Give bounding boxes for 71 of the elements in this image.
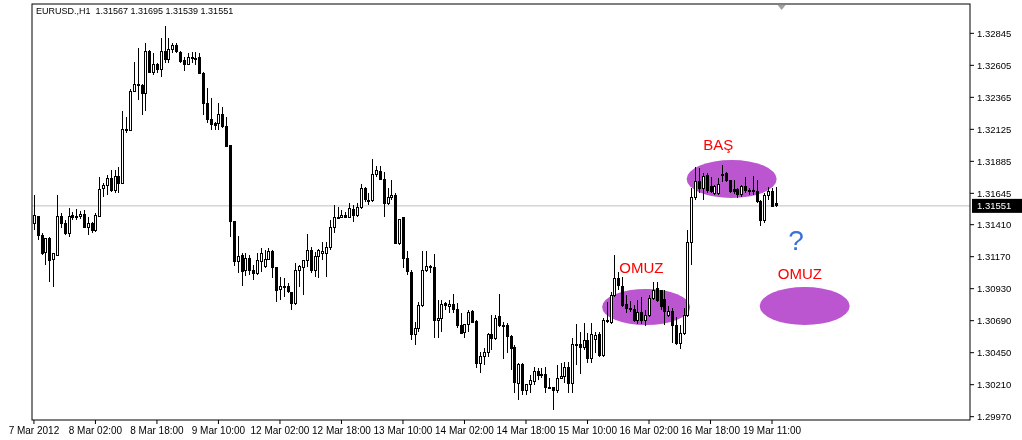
candlestick	[716, 177, 721, 196]
y-tick-label: 1.30450	[977, 346, 1012, 358]
candlestick	[47, 236, 52, 283]
y-tick-label: 1.31885	[977, 155, 1012, 167]
x-tick-label: 7 Mar 2012	[8, 425, 60, 436]
x-tick-label: 14 Mar 02:00	[435, 425, 495, 436]
candlestick	[105, 174, 110, 196]
x-tick-label: 14 Mar 18:00	[496, 425, 556, 436]
y-tick-label: 1.31410	[977, 218, 1012, 230]
candlestick	[347, 202, 352, 219]
candlestick	[536, 367, 541, 381]
candlestick	[370, 158, 375, 203]
candlestick	[351, 204, 356, 223]
y-tick-label: 1.31645	[977, 187, 1012, 199]
x-tick-label: 9 Mar 10:00	[191, 425, 246, 436]
candlestick	[259, 247, 264, 273]
candlestick	[709, 176, 714, 194]
y-tick-label: 1.29970	[977, 410, 1012, 422]
candlestick	[190, 51, 195, 64]
ref-line-label: 1.31551	[977, 200, 1012, 212]
x-tick-label: 15 Mar 10:00	[558, 425, 618, 436]
candlestick	[743, 176, 748, 194]
candlestick	[143, 42, 148, 112]
candlestick	[720, 164, 725, 183]
candlestick	[67, 207, 72, 238]
candlestick	[543, 366, 548, 394]
annotation: BAŞ	[703, 136, 734, 154]
candlestick	[770, 187, 775, 208]
x-tick-label: 16 Mar 02:00	[619, 425, 679, 436]
candlestick	[732, 179, 737, 195]
x-tick-label: 12 Mar 02:00	[250, 425, 310, 436]
candlestick	[293, 262, 298, 306]
candlestick	[282, 277, 287, 298]
candlestick	[589, 322, 594, 364]
y-tick-label: 1.31170	[977, 250, 1011, 262]
candlestick	[113, 169, 118, 194]
candlestick	[632, 304, 637, 323]
y-tick-label: 1.30690	[977, 314, 1012, 326]
candlestick	[74, 208, 79, 221]
x-tick-label: 12 Mar 18:00	[311, 425, 372, 436]
candlestick	[109, 169, 114, 193]
x-tick-label: 16 Mar 18:00	[681, 425, 741, 436]
candlestick	[255, 252, 260, 276]
candlestick	[339, 209, 344, 219]
x-tick-label: 8 Mar 02:00	[68, 425, 123, 436]
candlestick	[432, 253, 437, 339]
candlestick	[216, 102, 221, 131]
candlestick	[635, 299, 640, 325]
candlestick	[247, 254, 252, 276]
annotation: ?	[788, 224, 804, 256]
x-tick-label: 13 Mar 10:00	[373, 425, 433, 436]
candlestick	[662, 289, 667, 326]
candlestick	[639, 296, 644, 325]
annotation: OMUZ	[619, 259, 664, 277]
y-tick-label: 1.30930	[977, 282, 1012, 294]
annotation: OMUZ	[777, 265, 822, 283]
chart-title: EURUSD.,H1 1.31567 1.31695 1.31539 1.31551	[36, 6, 234, 16]
candlestick	[263, 249, 268, 269]
y-tick-label: 1.32845	[977, 27, 1012, 39]
y-tick-label: 1.32605	[977, 59, 1012, 71]
candlestick	[670, 307, 675, 344]
candlestick	[701, 172, 706, 201]
y-tick-label: 1.32365	[977, 91, 1012, 103]
candlestick	[151, 52, 156, 76]
y-tick-label: 1.32125	[977, 123, 1012, 135]
y-tick-label: 1.30210	[977, 378, 1012, 390]
x-tick-label: 19 Mar 11:00	[742, 425, 802, 436]
candlestick	[313, 251, 318, 278]
x-tick-label: 8 Mar 18:00	[130, 425, 185, 436]
candlestick	[774, 186, 779, 208]
candlestick	[520, 362, 525, 396]
